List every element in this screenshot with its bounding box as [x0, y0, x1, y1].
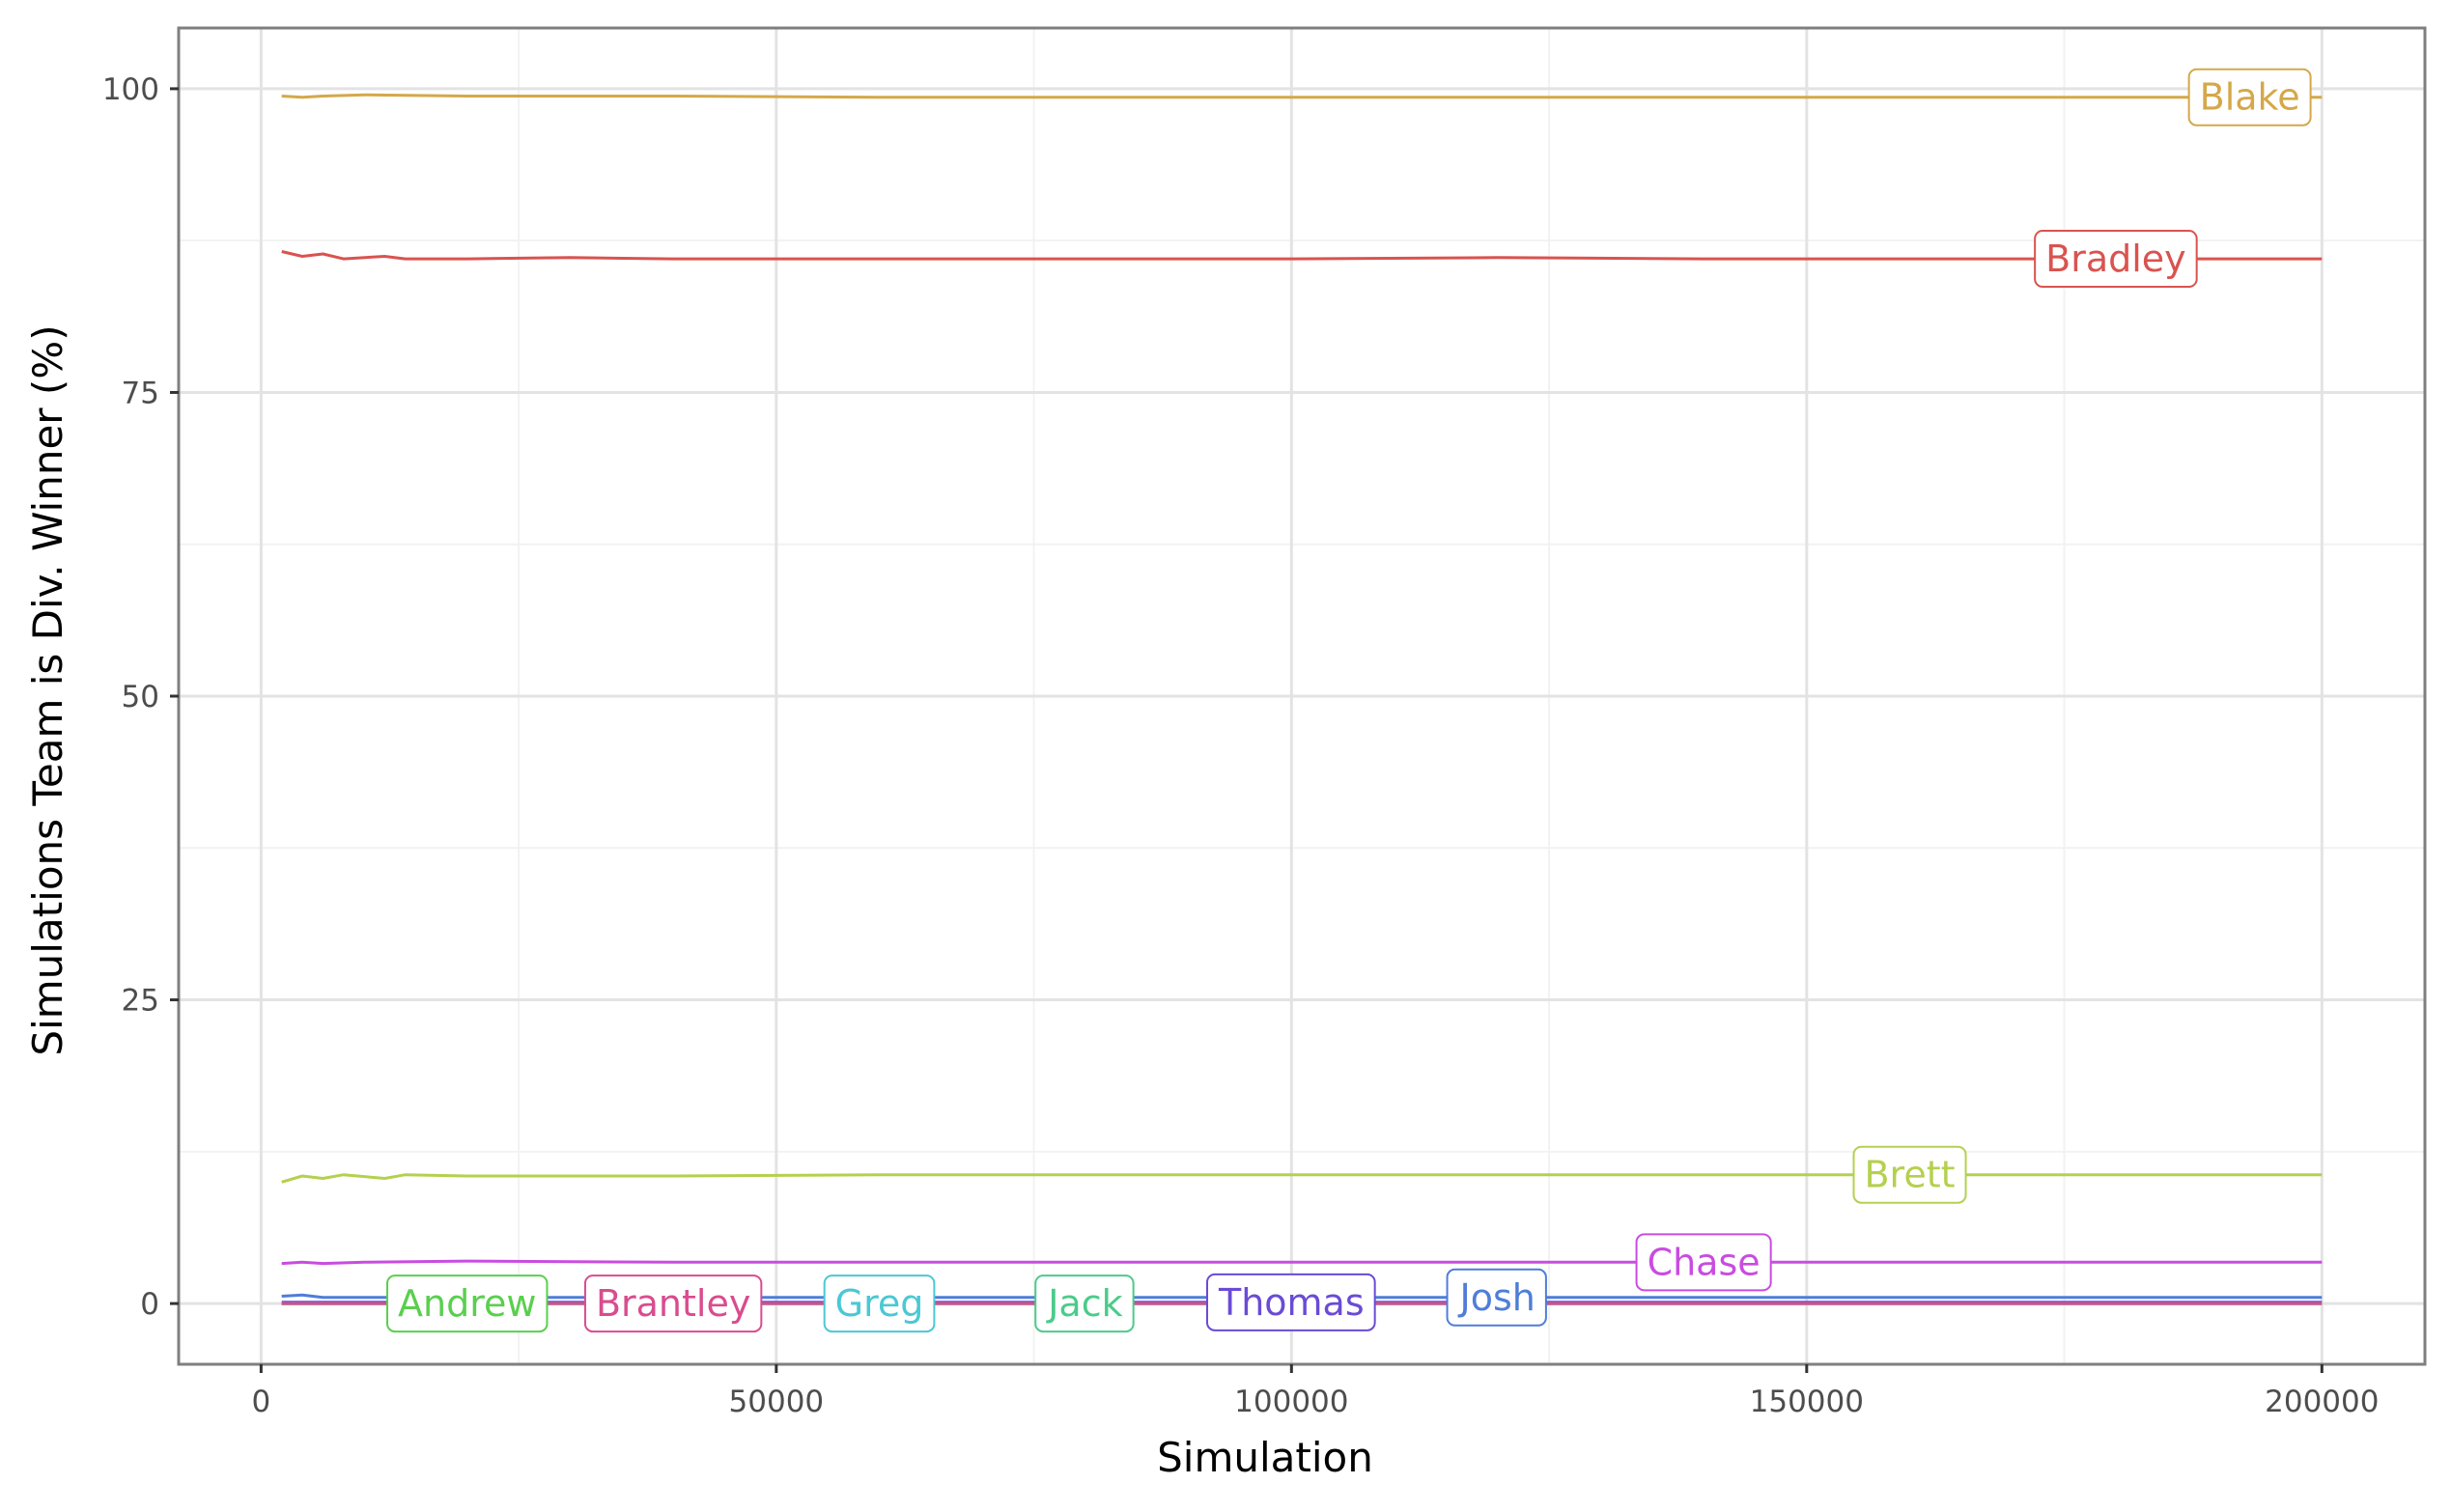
y-axis: 0 25 50 75 100 [102, 72, 179, 1322]
x-tick-label: 150000 [1750, 1385, 1864, 1419]
y-tick-label: 100 [102, 72, 159, 107]
series-label-box [1446, 1268, 1547, 1327]
x-axis-title: Simulation [1157, 1434, 1373, 1481]
series-label-box [386, 1274, 549, 1333]
x-tick-label: 0 [251, 1385, 270, 1419]
y-tick-label: 25 [122, 984, 159, 1019]
series-label-text: Bradley [2045, 238, 2186, 280]
series-label: Chase [1635, 1233, 1772, 1292]
series-label-box [1206, 1273, 1376, 1331]
series-label-box [583, 1274, 763, 1333]
series-label-box [823, 1274, 936, 1333]
series-label-box [2034, 230, 2198, 289]
series-label-box [1034, 1274, 1135, 1333]
series-line [281, 1259, 2323, 1266]
series-label-text: Chase [1648, 1241, 1761, 1283]
series-label-box [2187, 68, 2312, 126]
x-tick-label: 200000 [2265, 1385, 2379, 1419]
series-label-text: Blake [2200, 76, 2300, 119]
y-axis-title: Simulations Team is Div. Winner (%) [24, 324, 71, 1055]
series-label-box [1635, 1233, 1772, 1292]
y-tick-label: 0 [140, 1287, 159, 1322]
series-label: Brantley [583, 1274, 763, 1333]
series-label-text: Greg [835, 1282, 924, 1325]
series-label: Jack [1034, 1274, 1135, 1333]
series-label: Bradley [2034, 230, 2198, 289]
series-line [281, 1293, 2323, 1300]
series-label-text: Jack [1046, 1282, 1122, 1325]
series-label-text: Andrew [398, 1282, 536, 1325]
series-label-text: Brett [1864, 1154, 1955, 1196]
y-tick-label: 50 [122, 680, 159, 714]
series-line [281, 93, 2323, 99]
series-line [281, 250, 2323, 261]
series-labels: Blake Bradley Brett Chase Josh Thomas Jack Greg… [386, 68, 2312, 1333]
series-label-text: Brantley [596, 1282, 750, 1325]
series-label: Josh [1446, 1268, 1547, 1327]
y-tick-label: 75 [122, 376, 159, 410]
series-label: Brett [1852, 1145, 1967, 1204]
series-label: Blake [2187, 68, 2312, 126]
series-label: Thomas [1206, 1273, 1376, 1331]
series-label-box [1852, 1145, 1967, 1204]
series-label: Greg [823, 1274, 936, 1333]
series-label: Andrew [386, 1274, 549, 1333]
series-label-text: Thomas [1218, 1281, 1365, 1324]
x-axis: 0 50000 100000 150000 200000 [251, 1364, 2379, 1419]
series-line [281, 1173, 2323, 1184]
x-tick-label: 50000 [729, 1385, 825, 1419]
x-tick-label: 100000 [1234, 1385, 1348, 1419]
series-label-text: Josh [1458, 1276, 1535, 1319]
